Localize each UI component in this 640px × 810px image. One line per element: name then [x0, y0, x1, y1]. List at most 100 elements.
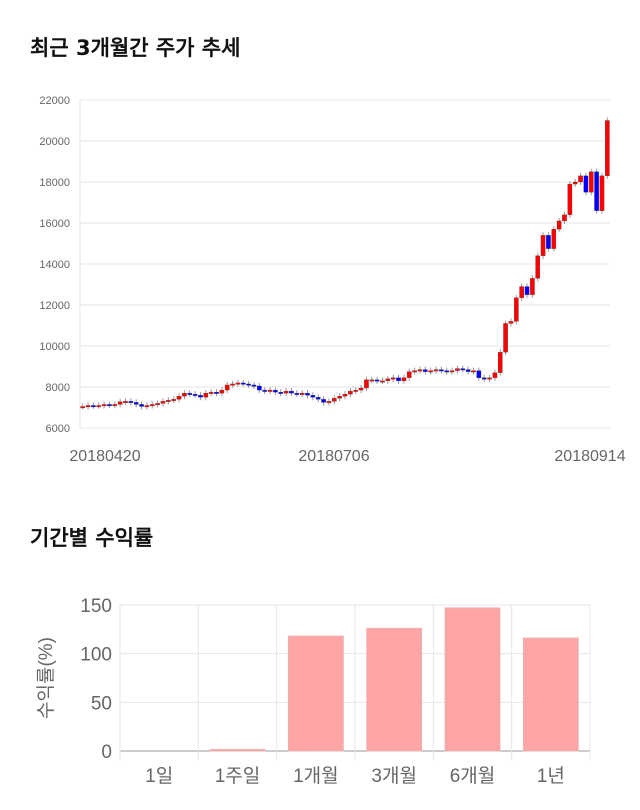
candle [112, 404, 118, 407]
x-tick-label: 1개월 [293, 765, 339, 787]
candle [230, 383, 235, 386]
candle [289, 390, 294, 394]
candle [476, 370, 482, 378]
candle [369, 379, 375, 382]
candle [423, 369, 428, 372]
y-tick-label: 20000 [39, 136, 70, 148]
candle [546, 235, 551, 249]
candle [214, 391, 219, 394]
y-tick-label: 8000 [46, 382, 70, 394]
candle [123, 401, 128, 404]
candle [599, 175, 605, 211]
candle [144, 405, 150, 408]
candle [198, 395, 203, 398]
y-tick-label: 150 [80, 596, 112, 617]
candle [149, 404, 155, 407]
candle [219, 389, 225, 394]
candle [294, 392, 300, 395]
candle [262, 389, 267, 392]
candle [455, 368, 460, 371]
candle [572, 181, 578, 185]
candle [556, 220, 562, 230]
candle [182, 392, 187, 397]
y-tick-label: 0 [101, 742, 112, 763]
candle [160, 401, 166, 404]
candle [337, 396, 342, 399]
candlestick-chart: 6000 8000 10000 12000 14000 16000 18000 20000 22… [39, 95, 625, 465]
y-axis-label: 수익률(%) [35, 637, 57, 719]
candle [80, 406, 85, 409]
candle [326, 401, 332, 404]
candle [374, 379, 380, 382]
candle [246, 383, 251, 386]
candle [273, 389, 278, 393]
candle [155, 403, 160, 406]
candle [310, 395, 316, 398]
candle [524, 286, 530, 295]
bar [444, 607, 501, 752]
candle [385, 378, 391, 381]
candle [465, 369, 471, 372]
candle [278, 391, 284, 394]
candle [128, 401, 134, 404]
candle [305, 392, 310, 396]
candle [235, 382, 241, 385]
candle [321, 399, 326, 403]
y-tick-label: 18000 [39, 177, 70, 189]
y-tick-label: 100 [80, 645, 112, 666]
candle [171, 399, 176, 401]
bar [209, 749, 266, 752]
y-tick-label: 16000 [39, 218, 70, 230]
candle [107, 404, 112, 407]
candle [192, 394, 198, 396]
y-tick-label: 6000 [46, 423, 70, 435]
candle [396, 377, 401, 381]
candle [257, 385, 262, 391]
candle [567, 183, 573, 215]
candle [508, 321, 514, 324]
candle [283, 390, 289, 394]
candle [332, 398, 337, 402]
candle [481, 377, 487, 380]
candle [348, 390, 353, 395]
candle [267, 389, 273, 392]
candle [412, 370, 417, 373]
candle [487, 377, 492, 380]
candle [605, 120, 610, 176]
candle [562, 214, 567, 222]
candle [208, 391, 214, 394]
candle [91, 405, 96, 408]
candle [342, 394, 348, 397]
x-tick-label: 1년 [537, 765, 565, 787]
candle [503, 323, 508, 353]
candle [594, 171, 599, 211]
candle [514, 297, 519, 322]
candle [353, 389, 358, 392]
candle [166, 400, 171, 402]
bar [522, 637, 579, 752]
candle [444, 370, 450, 373]
x-tick-label: 6개월 [450, 765, 496, 787]
price-chart-title: 최근 3개월간 주가 추세 [30, 36, 241, 60]
y-tick-label: 10000 [39, 341, 70, 353]
x-tick-label: 1주일 [215, 765, 261, 787]
x-tick-label: 20180706 [298, 448, 369, 465]
candle [417, 369, 423, 372]
candle [492, 372, 498, 378]
candle [406, 371, 412, 378]
y-tick-label: 22000 [39, 95, 70, 107]
x-tick-label: 20180914 [554, 448, 625, 465]
candle [117, 401, 123, 405]
candle [530, 278, 535, 295]
bar [287, 635, 344, 752]
candle [588, 171, 594, 193]
candle [299, 392, 305, 395]
candle [551, 228, 557, 249]
candle [578, 175, 583, 183]
candle [187, 392, 193, 395]
y-tick-label: 14000 [39, 259, 70, 271]
candle [315, 397, 321, 400]
candle [240, 382, 246, 385]
candle [428, 370, 433, 373]
